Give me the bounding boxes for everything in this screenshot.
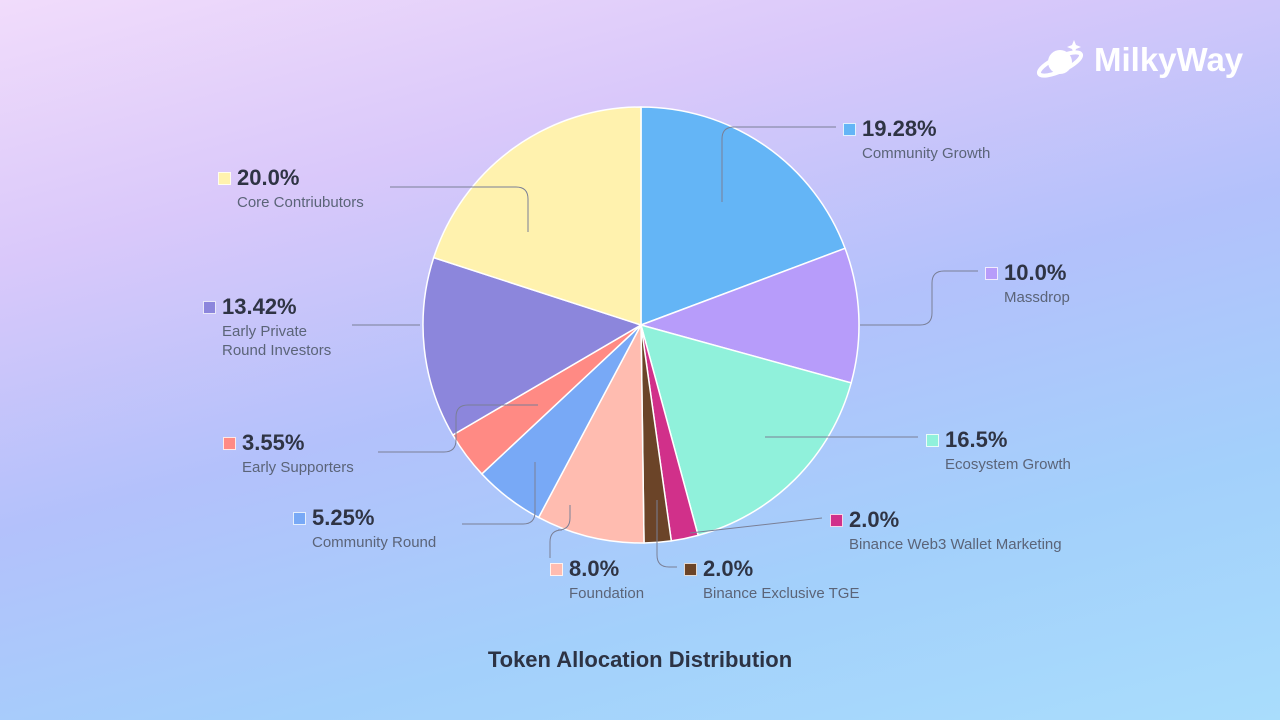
- leader-line-9: [390, 186, 529, 232]
- slice-percent-label: 5.25%: [312, 505, 375, 530]
- slice-percent-label: 16.5%: [945, 427, 1008, 452]
- pie-slice-8: [422, 256, 643, 437]
- legend-swatch: [223, 437, 236, 450]
- legend-swatch: [830, 514, 843, 527]
- legend-swatch: [843, 123, 856, 136]
- slice-percent-label: 2.0%: [703, 556, 754, 581]
- brand-name: MilkyWay: [1094, 41, 1244, 78]
- legend-swatch: [684, 563, 697, 576]
- slice-percent-label: 13.42%: [222, 294, 297, 319]
- pie-slice-2: [639, 323, 853, 537]
- leader-line-5: [549, 505, 571, 558]
- slice-name-label: Foundation: [569, 585, 645, 602]
- pie-slice-5: [537, 324, 645, 544]
- legend-swatch: [293, 512, 306, 525]
- slice-name-label: Ecosystem Growth: [945, 456, 1071, 473]
- slice-name-label: Binance Web3 Wallet Marketing: [849, 536, 1062, 553]
- planet-logo-icon: [1036, 40, 1084, 78]
- leader-line-7: [378, 404, 538, 453]
- leader-line-6: [462, 462, 536, 525]
- slice-name-label: Community Growth: [862, 145, 991, 162]
- slice-name-label: Binance Exclusive TGE: [703, 585, 860, 602]
- leader-line-3: [689, 517, 823, 534]
- chart-title: Token Allocation Distribution: [487, 647, 793, 672]
- slice-percent-label: 20.0%: [237, 165, 300, 190]
- leader-line-0: [721, 126, 836, 202]
- legend-swatch: [550, 563, 563, 576]
- legend-swatch: [985, 267, 998, 280]
- slice-percent-label: 2.0%: [849, 507, 900, 532]
- pie-slice-1: [638, 247, 860, 384]
- legend-swatch: [203, 301, 216, 314]
- milkyway-logo: MilkyWay: [1036, 38, 1243, 82]
- leader-line-4: [656, 500, 677, 568]
- slice-name-label: Early Supporters: [242, 459, 354, 476]
- pie-slice-9: [432, 106, 642, 327]
- legend-swatch: [926, 434, 939, 447]
- legend-swatch: [218, 172, 231, 185]
- pie-slice-0: [640, 106, 847, 327]
- slice-percent-label: 8.0%: [569, 556, 620, 581]
- slice-name-label: Massdrop: [1004, 289, 1070, 306]
- slice-name-label: Early Private Round Investors: [222, 323, 332, 359]
- slice-name-label: Core Contriubutors: [237, 194, 364, 211]
- leader-line-1: [860, 270, 978, 326]
- slice-name-label: Community Round: [312, 534, 437, 551]
- slice-percent-label: 10.0%: [1004, 260, 1067, 285]
- slice-percent-label: 19.28%: [862, 116, 937, 141]
- slice-percent-label: 3.55%: [242, 430, 305, 455]
